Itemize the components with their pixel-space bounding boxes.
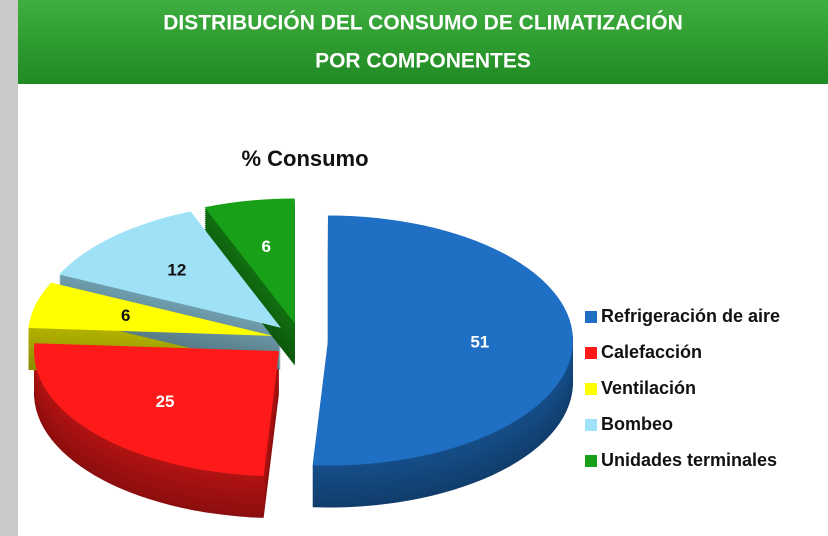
pie-slice xyxy=(28,282,273,336)
legend-label: Bombeo xyxy=(601,414,673,434)
title-band xyxy=(18,0,828,84)
slide-title: DISTRIBUCIÓN DEL CONSUMO DE CLIMATIZACIÓ… xyxy=(163,11,683,35)
legend-swatch xyxy=(585,455,597,467)
value-label: 12 xyxy=(167,261,186,280)
legend-swatch xyxy=(585,311,597,323)
legend-swatch xyxy=(585,419,597,431)
legend-label: Calefacción xyxy=(601,342,702,362)
legend-label: Refrigeración de aire xyxy=(601,306,780,326)
value-label: 6 xyxy=(121,306,130,325)
pie-slice xyxy=(59,211,281,328)
value-label: 51 xyxy=(470,332,489,351)
pie-slice xyxy=(312,215,573,466)
legend-swatch xyxy=(585,383,597,395)
legend-swatch xyxy=(585,347,597,359)
pie-slice xyxy=(204,198,295,324)
legend-label: Ventilación xyxy=(601,378,696,398)
pie-slice xyxy=(33,343,279,476)
value-label: 6 xyxy=(262,237,271,256)
value-label: 25 xyxy=(156,392,175,411)
legend-label: Unidades terminales xyxy=(601,450,777,470)
chart-title: % Consumo xyxy=(241,146,368,171)
slide-title: POR COMPONENTES xyxy=(315,50,531,73)
